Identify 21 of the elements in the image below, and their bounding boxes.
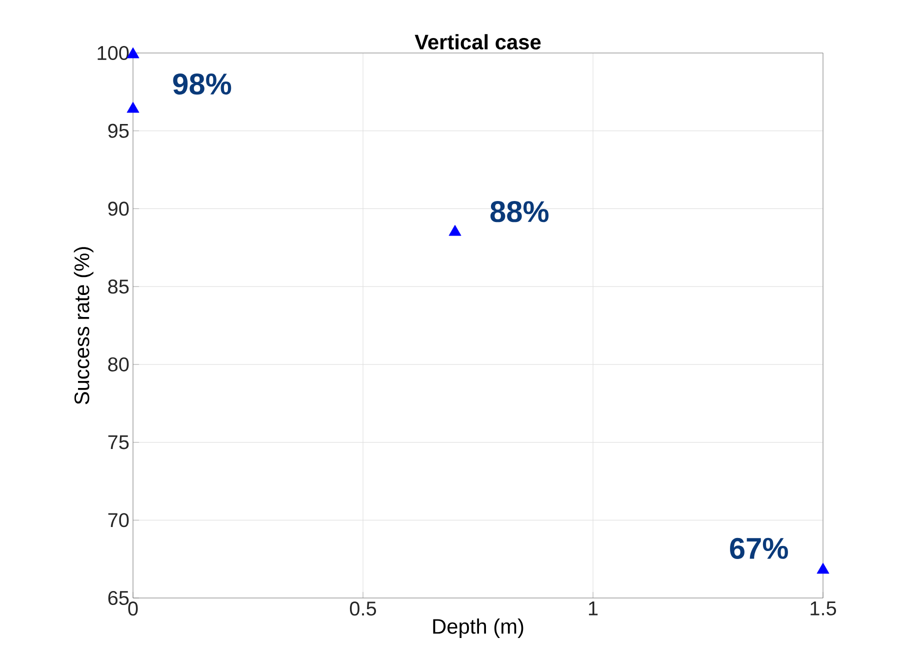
x-tick-label: 0 (128, 602, 138, 616)
y-tick-label: 65 (108, 590, 129, 606)
y-tick-label: 95 (108, 124, 129, 138)
y-tick-label: 70 (108, 513, 129, 528)
y-tick-label: 100 (98, 46, 129, 60)
x-tick-label: 0.5 (350, 602, 376, 616)
point (448, 224, 462, 236)
y-tick-label: 75 (108, 435, 129, 450)
point (816, 562, 830, 574)
x-tick-label: 1.5 (810, 602, 836, 616)
x-axis-title: Depth (m) (433, 618, 524, 638)
annotation: 98% (173, 73, 232, 95)
y-tick-label: 85 (108, 280, 129, 294)
annotation: 67% (730, 538, 788, 559)
point (126, 102, 140, 113)
y-axis-title: Success rate (%) (74, 247, 94, 404)
x-tick-label: 1 (588, 602, 598, 616)
chart-title: Vertical case (414, 34, 541, 50)
y-tick-label: 80 (108, 357, 129, 372)
y-tick-label: 90 (108, 202, 129, 216)
annotation: 88% (490, 201, 549, 222)
